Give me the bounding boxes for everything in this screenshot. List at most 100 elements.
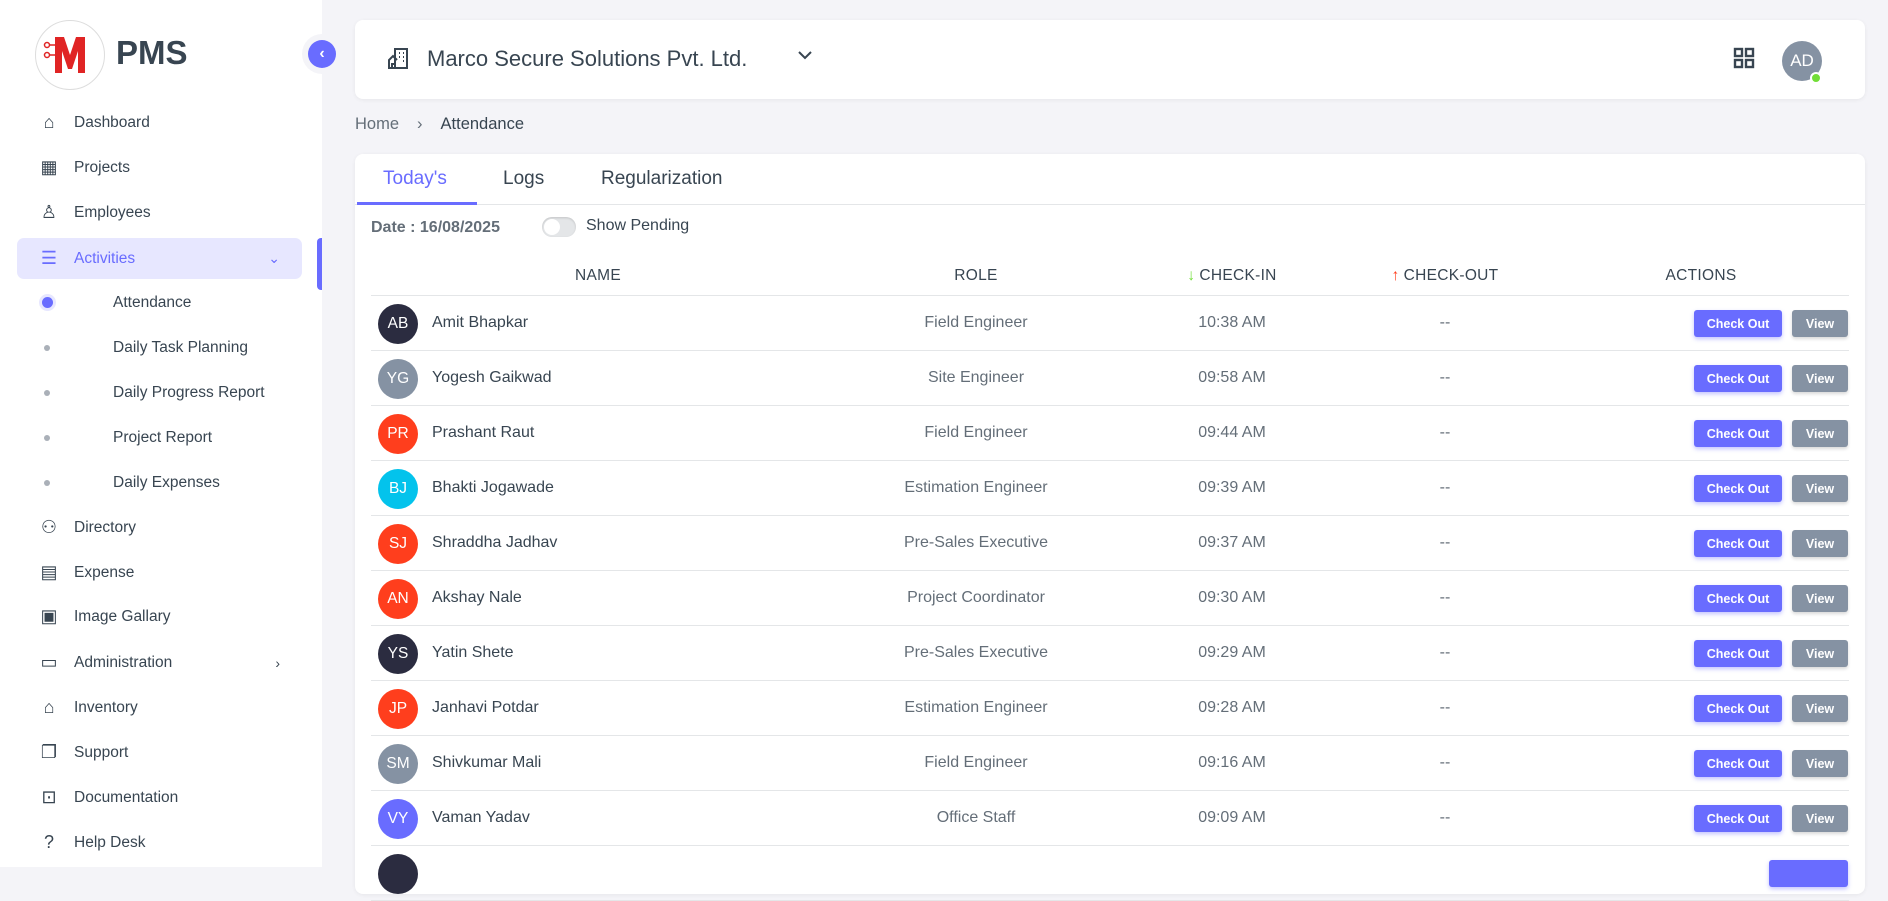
active-tab-underline	[357, 202, 477, 205]
gallery-icon: ▣	[40, 606, 58, 626]
employee-role: Field Engineer	[924, 314, 1028, 331]
header-check-out[interactable]: ↑ CHECK-OUT	[1337, 267, 1553, 285]
check-out-button[interactable]: Check Out	[1694, 530, 1782, 557]
check-out-button[interactable]: Check Out	[1694, 310, 1782, 337]
employee-name: Prashant Raut	[432, 424, 535, 441]
sidebar-item-projects[interactable]: ▦ Projects	[17, 147, 302, 188]
sidebar-item-label: Administration	[74, 653, 173, 671]
check-in-time: 10:38 AM	[1198, 314, 1266, 331]
action-button[interactable]	[1769, 860, 1848, 887]
employee-name: Vaman Yadav	[432, 809, 530, 826]
employee-name: Yogesh Gaikwad	[432, 369, 552, 386]
employee-role: Estimation Engineer	[904, 699, 1048, 716]
view-button[interactable]: View	[1792, 420, 1848, 447]
sidebar-item-administration[interactable]: ▭ Administration ›	[17, 642, 302, 683]
employee-role: Office Staff	[936, 809, 1016, 826]
view-button[interactable]: View	[1792, 475, 1848, 502]
header-check-out-label: CHECK-OUT	[1403, 267, 1499, 284]
view-button[interactable]: View	[1792, 310, 1848, 337]
apps-grid-icon[interactable]	[1733, 47, 1755, 69]
user-icon: ♙	[40, 202, 58, 222]
view-button[interactable]: View	[1792, 585, 1848, 612]
top-header: Marco Secure Solutions Pvt. Ltd. AD	[355, 20, 1865, 99]
sidebar-item-inventory[interactable]: ⌂ Inventory	[17, 687, 302, 728]
view-button[interactable]: View	[1792, 530, 1848, 557]
sidebar-item-image-gallary[interactable]: ▣ Image Gallary	[17, 596, 302, 637]
employee-name: Shraddha Jadhav	[432, 534, 558, 551]
logo-icon	[43, 37, 85, 73]
sidebar-item-activities[interactable]: ☰ Activities ⌄	[17, 238, 302, 279]
avatar: JP	[378, 689, 418, 729]
sidebar-item-label: Inventory	[74, 698, 138, 716]
sidebar-item-help-desk[interactable]: ? Help Desk	[17, 822, 302, 863]
view-button[interactable]: View	[1792, 365, 1848, 392]
collapse-sidebar-button[interactable]: ‹	[302, 34, 342, 74]
sidebar-item-support[interactable]: ❐ Support	[17, 732, 302, 773]
sidebar-item-expense[interactable]: ▤ Expense	[17, 552, 302, 593]
chevron-right-icon: ›	[275, 654, 280, 671]
sidebar-item-documentation[interactable]: ⊡ Documentation	[17, 777, 302, 818]
check-out-time: --	[1439, 479, 1451, 496]
header-check-in[interactable]: ↓ CHECK-IN	[1127, 267, 1337, 285]
header-actions: ACTIONS	[1665, 267, 1737, 284]
sidebar-subitem-daily-progress-report[interactable]: Daily Progress Report	[17, 372, 302, 413]
table-row: SJ Shraddha Jadhav Pre-Sales Executive 0…	[371, 516, 1849, 571]
employee-name: Akshay Nale	[432, 589, 522, 606]
check-out-button[interactable]: Check Out	[1694, 640, 1782, 667]
view-button[interactable]: View	[1792, 805, 1848, 832]
online-status-dot	[1810, 72, 1822, 84]
check-in-time: 09:30 AM	[1198, 589, 1266, 606]
check-in-time: 09:58 AM	[1198, 369, 1266, 386]
avatar: AB	[378, 304, 418, 344]
employee-role: Field Engineer	[924, 754, 1028, 771]
sidebar-subitem-daily-task-planning[interactable]: Daily Task Planning	[17, 327, 302, 368]
view-button[interactable]: View	[1792, 640, 1848, 667]
check-out-button[interactable]: Check Out	[1694, 420, 1782, 447]
header-name: NAME	[575, 267, 621, 284]
sidebar-item-label: Dashboard	[74, 113, 150, 131]
sidebar-subitem-label: Daily Expenses	[113, 473, 220, 491]
check-out-button[interactable]: Check Out	[1694, 585, 1782, 612]
sidebar-subitem-project-report[interactable]: Project Report	[17, 417, 302, 458]
check-out-button[interactable]: Check Out	[1694, 805, 1782, 832]
avatar: YS	[378, 634, 418, 674]
logo[interactable]	[35, 20, 105, 90]
breadcrumb-home[interactable]: Home	[355, 115, 400, 133]
chevron-down-icon: ⌄	[268, 250, 280, 266]
employee-name: Bhakti Jogawade	[432, 479, 554, 496]
sidebar-item-employees[interactable]: ♙ Employees	[17, 192, 302, 233]
employee-role: Estimation Engineer	[904, 479, 1048, 496]
check-out-button[interactable]: Check Out	[1694, 475, 1782, 502]
table-row: SM Shivkumar Mali Field Engineer 09:16 A…	[371, 736, 1849, 791]
breadcrumb: Home › Attendance	[355, 115, 524, 134]
tab-todays[interactable]: Today's	[383, 168, 447, 189]
table-row: YG Yogesh Gaikwad Site Engineer 09:58 AM…	[371, 351, 1849, 406]
chevron-down-icon[interactable]	[795, 45, 815, 65]
breadcrumb-chevron-icon: ›	[417, 115, 423, 133]
bullet-icon	[42, 297, 53, 308]
chevron-left-icon: ‹	[308, 40, 336, 68]
tab-regularization[interactable]: Regularization	[601, 168, 723, 189]
check-out-button[interactable]: Check Out	[1694, 695, 1782, 722]
sidebar-item-label: Documentation	[74, 788, 179, 806]
check-out-button[interactable]: Check Out	[1694, 750, 1782, 777]
active-indicator	[317, 238, 322, 290]
check-out-time: --	[1439, 699, 1451, 716]
sidebar-item-directory[interactable]: ⚇ Directory	[17, 507, 302, 548]
sidebar-item-label: Support	[74, 743, 129, 761]
company-selector[interactable]: Marco Secure Solutions Pvt. Ltd.	[427, 46, 748, 71]
user-avatar[interactable]: AD	[1782, 41, 1822, 81]
check-out-button[interactable]: Check Out	[1694, 365, 1782, 392]
breadcrumb-current: Attendance	[440, 115, 524, 133]
sidebar-subitem-attendance[interactable]: Attendance	[17, 282, 302, 323]
table-row: YS Yatin Shete Pre-Sales Executive 09:29…	[371, 626, 1849, 681]
sidebar-item-dashboard[interactable]: ⌂ Dashboard	[17, 102, 302, 143]
bullet-icon	[44, 479, 50, 486]
check-in-time: 09:16 AM	[1198, 754, 1266, 771]
tab-logs[interactable]: Logs	[503, 168, 545, 189]
view-button[interactable]: View	[1792, 695, 1848, 722]
sidebar-subitem-daily-expenses[interactable]: Daily Expenses	[17, 462, 302, 503]
sidebar-item-label: Expense	[74, 563, 135, 581]
view-button[interactable]: View	[1792, 750, 1848, 777]
show-pending-toggle[interactable]	[542, 217, 576, 237]
